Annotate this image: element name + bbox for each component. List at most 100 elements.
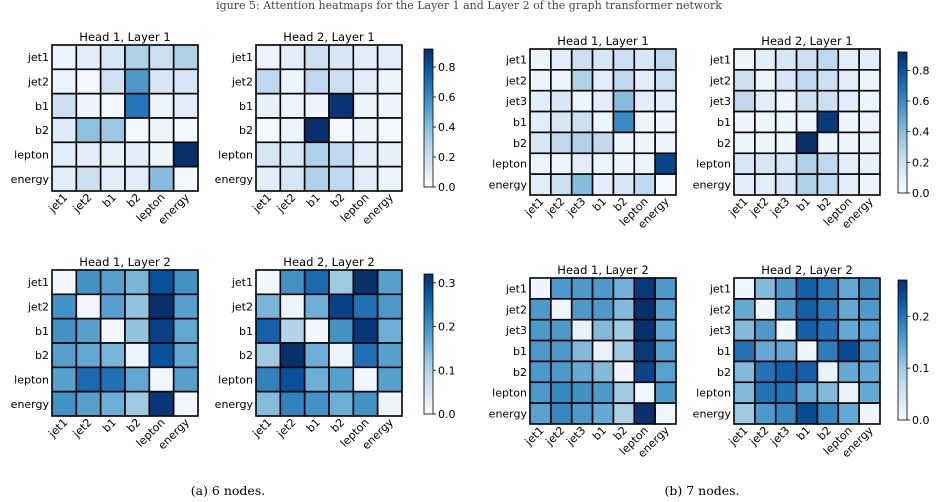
heatmap-cell bbox=[124, 44, 151, 71]
heatmap-cell bbox=[733, 277, 756, 300]
heatmap-cell bbox=[75, 68, 102, 95]
heatmap-cell bbox=[858, 152, 881, 175]
heatmap-cell bbox=[172, 342, 199, 369]
heatmap-title: Head 2, Layer 1 bbox=[761, 34, 852, 48]
heatmap-cell bbox=[529, 48, 552, 71]
colorbar-tick-label: 0.3 bbox=[438, 277, 456, 290]
colorbar-tick-label: 0.2 bbox=[912, 156, 930, 169]
heatmap-cell bbox=[816, 131, 840, 155]
heatmap-cell bbox=[633, 48, 656, 71]
heatmap-cell bbox=[654, 110, 677, 134]
heatmap-cell bbox=[550, 152, 573, 175]
heatmap-cell bbox=[837, 339, 860, 363]
x-tick-label: jet3 bbox=[767, 424, 792, 449]
heatmap-cell bbox=[99, 165, 126, 192]
heatmap-cell bbox=[328, 117, 355, 144]
heatmap-cell bbox=[303, 92, 330, 119]
heatmap-cell bbox=[733, 173, 756, 196]
x-tick-label: b1 bbox=[794, 424, 813, 443]
heatmap-title: Head 1, Layer 1 bbox=[557, 34, 648, 48]
heatmap-cell bbox=[279, 269, 306, 296]
heatmap-cell bbox=[795, 89, 819, 113]
heatmap-cell bbox=[352, 92, 379, 119]
y-tick-label: jet2 bbox=[709, 74, 731, 87]
heatmap-cell bbox=[837, 277, 860, 300]
heatmap-panel-2: Head 2, Layer 1jet1jet1jet2jet2b1b1b2b2l… bbox=[215, 30, 403, 227]
heatmap-cell bbox=[328, 92, 355, 119]
heatmap-cell bbox=[816, 69, 840, 92]
heatmap-cell bbox=[376, 165, 403, 192]
y-tick-label: jet2 bbox=[231, 301, 253, 314]
x-tick-label: jet3 bbox=[563, 195, 588, 220]
heatmap-cell bbox=[774, 360, 798, 384]
heatmap-cell bbox=[529, 89, 552, 113]
heatmap-cell bbox=[255, 117, 282, 144]
heatmap-cell bbox=[99, 293, 126, 320]
y-tick-label: jet1 bbox=[231, 51, 253, 64]
heatmap-cell bbox=[612, 298, 636, 321]
heatmap-cell bbox=[570, 152, 594, 175]
heatmap-cell bbox=[733, 89, 756, 113]
heatmap-cell bbox=[124, 68, 151, 95]
x-tick-label: jet1 bbox=[45, 416, 70, 441]
heatmap-cell bbox=[816, 173, 840, 196]
heatmap-cell bbox=[75, 141, 102, 168]
heatmap-cell bbox=[774, 381, 798, 404]
heatmap-cell bbox=[303, 68, 330, 95]
heatmap-cell bbox=[255, 141, 282, 168]
y-tick-label: b2 bbox=[717, 366, 731, 379]
heatmap-cell bbox=[633, 318, 656, 342]
heatmap-title: Head 1, Layer 2 bbox=[79, 255, 170, 269]
heatmap-cell bbox=[550, 339, 573, 363]
x-tick-label: jet1 bbox=[726, 424, 751, 449]
heatmap-cell bbox=[591, 48, 615, 71]
colorbar-tick-label: 0.0 bbox=[438, 408, 456, 421]
heatmap-cell bbox=[255, 44, 282, 71]
heatmap-cell bbox=[75, 390, 102, 417]
colorbar-tick-label: 0.0 bbox=[438, 181, 456, 194]
heatmap-cell bbox=[816, 339, 840, 363]
heatmap-cell bbox=[654, 277, 677, 300]
heatmap-cell bbox=[591, 173, 615, 196]
heatmap-cell bbox=[328, 317, 355, 344]
heatmap-cell bbox=[75, 165, 102, 192]
heatmap-cell bbox=[654, 173, 677, 196]
heatmap-cell bbox=[328, 269, 355, 296]
x-tick-label: jet1 bbox=[249, 416, 274, 441]
heatmap-cell bbox=[529, 318, 552, 342]
colorbar-tick-label: 0.2 bbox=[438, 321, 456, 334]
y-tick-label: energy bbox=[489, 408, 528, 421]
y-tick-label: b1 bbox=[717, 116, 731, 129]
heatmap-cell bbox=[550, 298, 573, 321]
heatmap-cell bbox=[328, 68, 355, 95]
heatmap-cell bbox=[816, 110, 840, 134]
colorbar-tick-label: 0.2 bbox=[912, 310, 930, 323]
heatmap-cell bbox=[591, 69, 615, 92]
heatmap-cell bbox=[754, 277, 777, 300]
heatmap-cell bbox=[654, 339, 677, 363]
heatmap-cell bbox=[570, 298, 594, 321]
heatmap-cell bbox=[255, 68, 282, 95]
heatmap-cell bbox=[172, 92, 199, 119]
heatmap-cell bbox=[99, 269, 126, 296]
heatmap-cell bbox=[75, 92, 102, 119]
heatmap-cell bbox=[837, 402, 860, 425]
heatmap-cell bbox=[591, 360, 615, 384]
heatmap-cell bbox=[148, 390, 175, 417]
y-tick-label: b2 bbox=[513, 137, 527, 150]
heatmap-cell bbox=[591, 89, 615, 113]
colorbar-tick-label: 0.1 bbox=[912, 362, 930, 375]
heatmap-cell bbox=[774, 298, 798, 321]
heatmap-panel-7: Head 1, Layer 2jet1jet1jet2jet2jet3jet3b… bbox=[489, 263, 677, 460]
heatmap-cell bbox=[754, 69, 777, 92]
heatmap-cell bbox=[75, 293, 102, 320]
y-tick-label: jet3 bbox=[709, 324, 731, 337]
heatmap-cell bbox=[51, 44, 78, 71]
heatmap-cell bbox=[352, 141, 379, 168]
y-tick-label: b1 bbox=[239, 325, 253, 338]
y-tick-label: jet3 bbox=[505, 324, 527, 337]
heatmap-cell bbox=[858, 110, 881, 134]
heatmap-cell bbox=[795, 48, 819, 71]
heatmap-panel-5: Head 1, Layer 1jet1jet1jet2jet2jet3jet3b… bbox=[489, 34, 677, 231]
